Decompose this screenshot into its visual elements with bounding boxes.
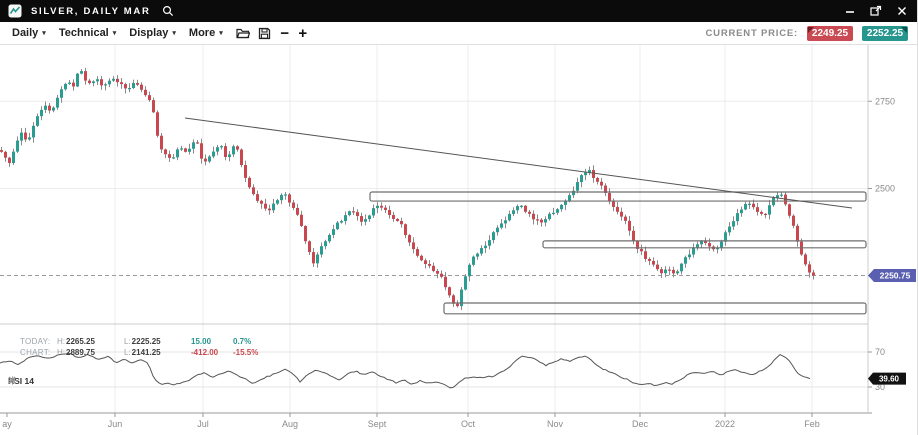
current-price-label: CURRENT PRICE: xyxy=(705,27,798,39)
folder-open-icon[interactable] xyxy=(232,27,254,39)
caret-down-icon xyxy=(219,30,223,37)
chart-stats-row: CHART: H:2889.75 L:2141.25 -412.00 -15.5… xyxy=(20,347,269,358)
rsi-indicator-label: RSI 14 xyxy=(8,376,34,386)
price-zone-rectangle-2[interactable] xyxy=(542,240,867,249)
today-stats-row: TODAY: H:2265.25 L:2225.25 15.00 0.7% xyxy=(20,336,269,347)
today-low: 2225.25 xyxy=(131,337,161,346)
today-change: 15.00 xyxy=(191,337,212,346)
close-button[interactable] xyxy=(897,6,907,16)
current-price-cluster: CURRENT PRICE: 2249.25 2252.25 xyxy=(705,25,909,41)
svg-text:2250.75: 2250.75 xyxy=(880,270,911,280)
chart-canvas[interactable]: 2750 2500 70 30 ay Jun Jul Aug Sept Oct Nov Dec 2022… xyxy=(0,45,918,435)
zoom-out-button[interactable]: − xyxy=(280,24,290,42)
svg-text:Sept: Sept xyxy=(368,419,387,429)
svg-text:Jun: Jun xyxy=(108,419,123,429)
app-logo-icon xyxy=(8,4,22,18)
rsi-value-badge xyxy=(868,372,906,385)
candlesticks xyxy=(0,67,815,310)
chart-toolbar: Daily Technical Display More − + CURRENT… xyxy=(0,22,917,45)
gridlines xyxy=(0,45,868,413)
today-change-pct: 0.7% xyxy=(233,337,252,346)
menu-more[interactable]: More xyxy=(185,27,232,39)
chart-change-pct: -15.5% xyxy=(233,348,259,357)
last-price-badge xyxy=(868,268,916,282)
svg-text:2750: 2750 xyxy=(875,96,895,106)
caret-down-icon xyxy=(172,30,176,37)
svg-text:39.60: 39.60 xyxy=(879,375,900,384)
minimize-button[interactable] xyxy=(845,6,855,16)
caret-down-icon xyxy=(42,30,46,37)
svg-text:2022: 2022 xyxy=(715,419,735,429)
save-icon[interactable] xyxy=(254,27,276,40)
chart-change: -412.00 xyxy=(191,348,219,357)
chart-low: 2141.25 xyxy=(131,348,161,357)
window-titlebar[interactable]: SILVER, DAILY MAR xyxy=(0,0,917,22)
chart-high: 2889.75 xyxy=(66,348,95,357)
ask-price-badge: 2252.25 xyxy=(862,25,908,41)
price-zone-rectangle-3[interactable] xyxy=(443,302,867,315)
zoom-in-button[interactable]: + xyxy=(298,24,308,42)
popout-button[interactable] xyxy=(870,5,882,17)
svg-text:30: 30 xyxy=(875,382,885,392)
svg-text:Feb: Feb xyxy=(804,419,820,429)
search-icon[interactable] xyxy=(162,5,174,17)
rsi-line xyxy=(0,352,811,389)
ohlc-info-box: TODAY: H:2265.25 L:2225.25 15.00 0.7% CH… xyxy=(20,336,269,358)
price-zone-rectangle-1[interactable] xyxy=(369,191,867,202)
rsi-indicator-header: RSI 14 xyxy=(8,376,46,386)
svg-text:2500: 2500 xyxy=(875,184,895,194)
window-title: SILVER, DAILY MAR xyxy=(31,5,151,17)
svg-text:Dec: Dec xyxy=(632,419,649,429)
svg-text:Jul: Jul xyxy=(197,419,209,429)
window-controls xyxy=(845,5,909,17)
svg-text:ay: ay xyxy=(2,419,12,429)
svg-text:Nov: Nov xyxy=(547,419,564,429)
menu-technical[interactable]: Technical xyxy=(55,27,125,39)
svg-text:Aug: Aug xyxy=(282,419,298,429)
chart-region: 2750 2500 70 30 ay Jun Jul Aug Sept Oct Nov Dec 2022… xyxy=(0,45,918,435)
svg-text:70: 70 xyxy=(875,347,885,357)
menu-timeframe[interactable]: Daily xyxy=(8,27,55,39)
menu-display[interactable]: Display xyxy=(125,27,185,39)
descending-trendline[interactable] xyxy=(184,117,853,209)
axis-labels: 2750 2500 70 30 ay Jun Jul Aug Sept Oct Nov Dec 2022… xyxy=(2,96,895,429)
svg-text:Oct: Oct xyxy=(461,419,476,429)
today-high: 2265.25 xyxy=(66,337,95,346)
bid-price-badge: 2249.25 xyxy=(807,25,853,41)
caret-down-icon xyxy=(113,30,117,37)
